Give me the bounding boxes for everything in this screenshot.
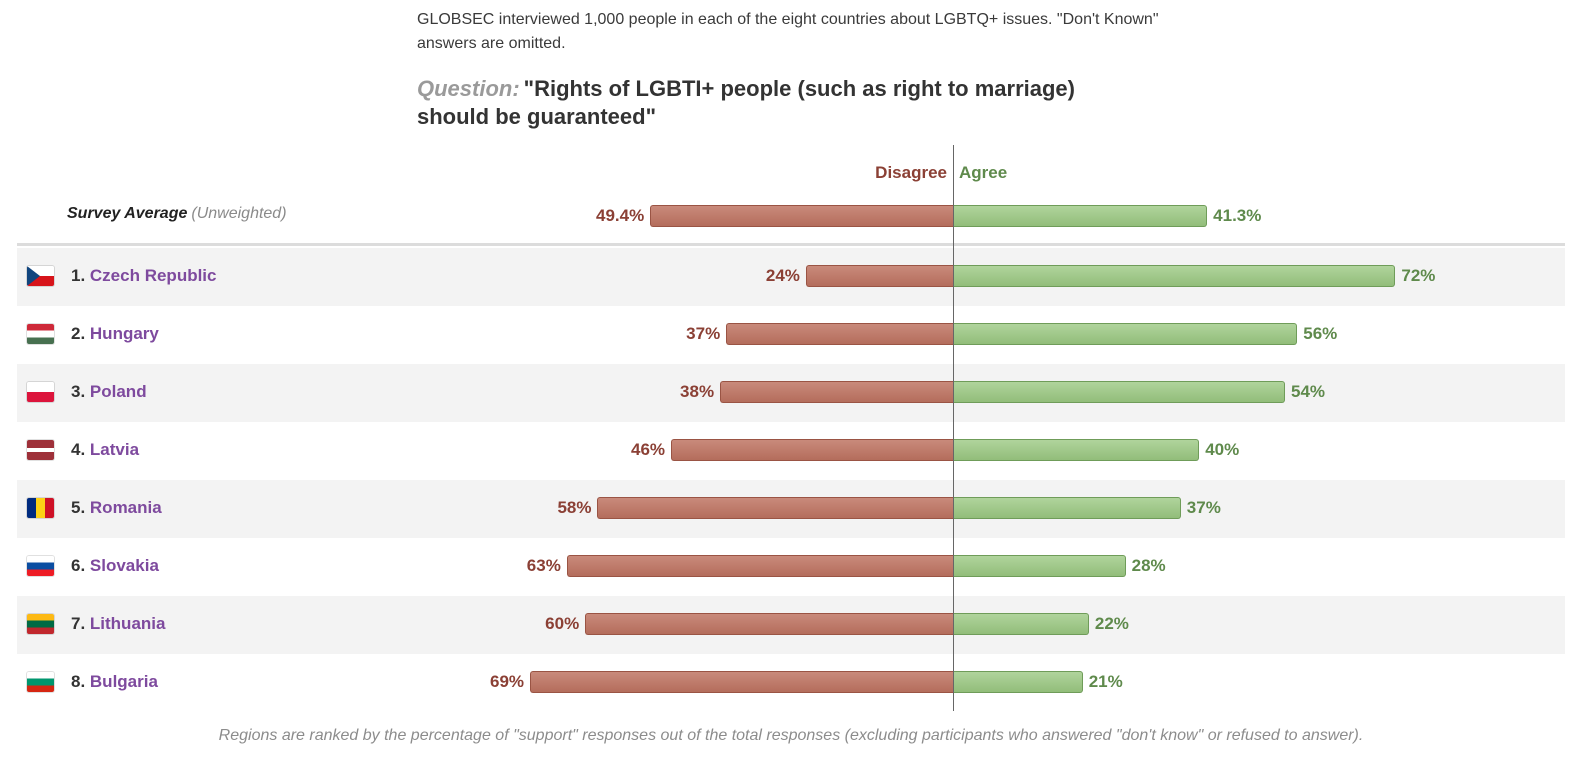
agree-value-label: 41.3% — [1213, 206, 1262, 225]
romania-flag — [27, 498, 54, 518]
rank-number: 3. — [71, 382, 90, 401]
agree-heading: Agree — [959, 163, 1008, 182]
disagree-bar-lithuania — [585, 613, 953, 635]
survey-average-label: Survey Average (Unweighted) — [67, 205, 287, 223]
disagree-heading: Disagree — [875, 163, 947, 182]
agree-value-label: 37% — [1186, 498, 1221, 517]
country-link-hungary[interactable]: Hungary — [89, 324, 159, 343]
czech-republic-flag — [27, 266, 54, 286]
bulgaria-flag — [27, 672, 54, 692]
disagree-value-label: 63% — [526, 556, 561, 575]
agree-value-label: 40% — [1205, 440, 1240, 459]
average-separator — [17, 243, 1565, 246]
disagree-value-label: 37% — [686, 324, 721, 343]
agree-value-label: 22% — [1094, 614, 1129, 633]
latvia-flag — [27, 440, 54, 460]
country-label-hungary: 2. Hungary — [71, 324, 159, 344]
agree-value-label: 28% — [1131, 556, 1166, 575]
agree-bar-latvia — [954, 439, 1200, 461]
question-heading: Question: "Rights of LGBTI+ people (such … — [417, 75, 1137, 131]
agree-value-label: 21% — [1088, 672, 1123, 691]
country-label-latvia: 4. Latvia — [71, 440, 139, 460]
rank-number: 4. — [71, 440, 90, 459]
agree-bar-bulgaria — [954, 671, 1083, 693]
rank-number: 8. — [71, 672, 90, 691]
country-link-romania[interactable]: Romania — [89, 498, 162, 517]
country-link-bulgaria[interactable]: Bulgaria — [89, 672, 158, 691]
country-link-latvia[interactable]: Latvia — [89, 440, 140, 459]
country-link-lithuania[interactable]: Lithuania — [89, 614, 166, 633]
footnote: Regions are ranked by the percentage of … — [218, 727, 1364, 744]
disagree-value-label: 58% — [557, 498, 592, 517]
intro-text: GLOBSEC interviewed 1,000 people in each… — [417, 11, 1159, 52]
country-label-bulgaria: 8. Bulgaria — [71, 672, 158, 692]
rank-number: 5. — [71, 498, 90, 517]
agree-bar-slovakia — [954, 555, 1126, 577]
agree-bar-hungary — [954, 323, 1298, 345]
disagree-value-label: 69% — [490, 672, 525, 691]
slovakia-flag — [27, 556, 54, 576]
disagree-bar-survey-average — [650, 205, 953, 227]
disagree-bar-poland — [720, 381, 953, 403]
agree-bar-survey-average — [954, 205, 1208, 227]
country-link-slovakia[interactable]: Slovakia — [89, 556, 159, 575]
disagree-bar-latvia — [671, 439, 953, 461]
czech-flag-graphic — [27, 266, 54, 286]
rank-number: 6. — [71, 556, 90, 575]
hungary-flag — [27, 324, 54, 344]
disagree-value-label: 38% — [680, 382, 715, 401]
country-link-czech-republic[interactable]: Czech Republic — [89, 266, 217, 285]
agree-bar-czech-republic — [954, 265, 1396, 287]
agree-bar-lithuania — [954, 613, 1089, 635]
disagree-bar-czech-republic — [805, 265, 953, 287]
country-label-czech-republic: 1. Czech Republic — [71, 266, 217, 286]
agree-value-label: 72% — [1401, 266, 1436, 285]
country-label-lithuania: 7. Lithuania — [71, 614, 165, 634]
agree-value-label: 56% — [1303, 324, 1338, 343]
disagree-value-label: 46% — [631, 440, 666, 459]
rank-number: 1. — [71, 266, 90, 285]
agree-bar-romania — [954, 497, 1181, 519]
question-text: "Rights of LGBTI+ people (such as right … — [417, 76, 1075, 129]
survey-average-title: Survey Average — [67, 205, 188, 222]
disagree-value-label: 60% — [545, 614, 580, 633]
country-link-poland[interactable]: Poland — [89, 382, 147, 401]
rank-number: 7. — [71, 614, 90, 633]
country-label-poland: 3. Poland — [71, 382, 147, 402]
poland-flag — [27, 382, 54, 402]
agree-value-label: 54% — [1291, 382, 1326, 401]
rank-number: 2. — [71, 324, 90, 343]
country-label-slovakia: 6. Slovakia — [71, 556, 159, 576]
agree-bar-poland — [954, 381, 1286, 403]
disagree-value-label: 49.4% — [595, 206, 645, 225]
disagree-bar-bulgaria — [530, 671, 953, 693]
country-label-romania: 5. Romania — [71, 498, 162, 518]
disagree-value-label: 24% — [765, 266, 800, 285]
disagree-bar-romania — [597, 497, 953, 519]
lithuania-flag — [27, 614, 54, 634]
question-label: Question: — [417, 76, 520, 101]
center-axis-line — [953, 145, 954, 711]
disagree-bar-slovakia — [566, 555, 953, 577]
survey-average-sublabel: (Unweighted) — [191, 205, 287, 222]
disagree-bar-hungary — [726, 323, 953, 345]
